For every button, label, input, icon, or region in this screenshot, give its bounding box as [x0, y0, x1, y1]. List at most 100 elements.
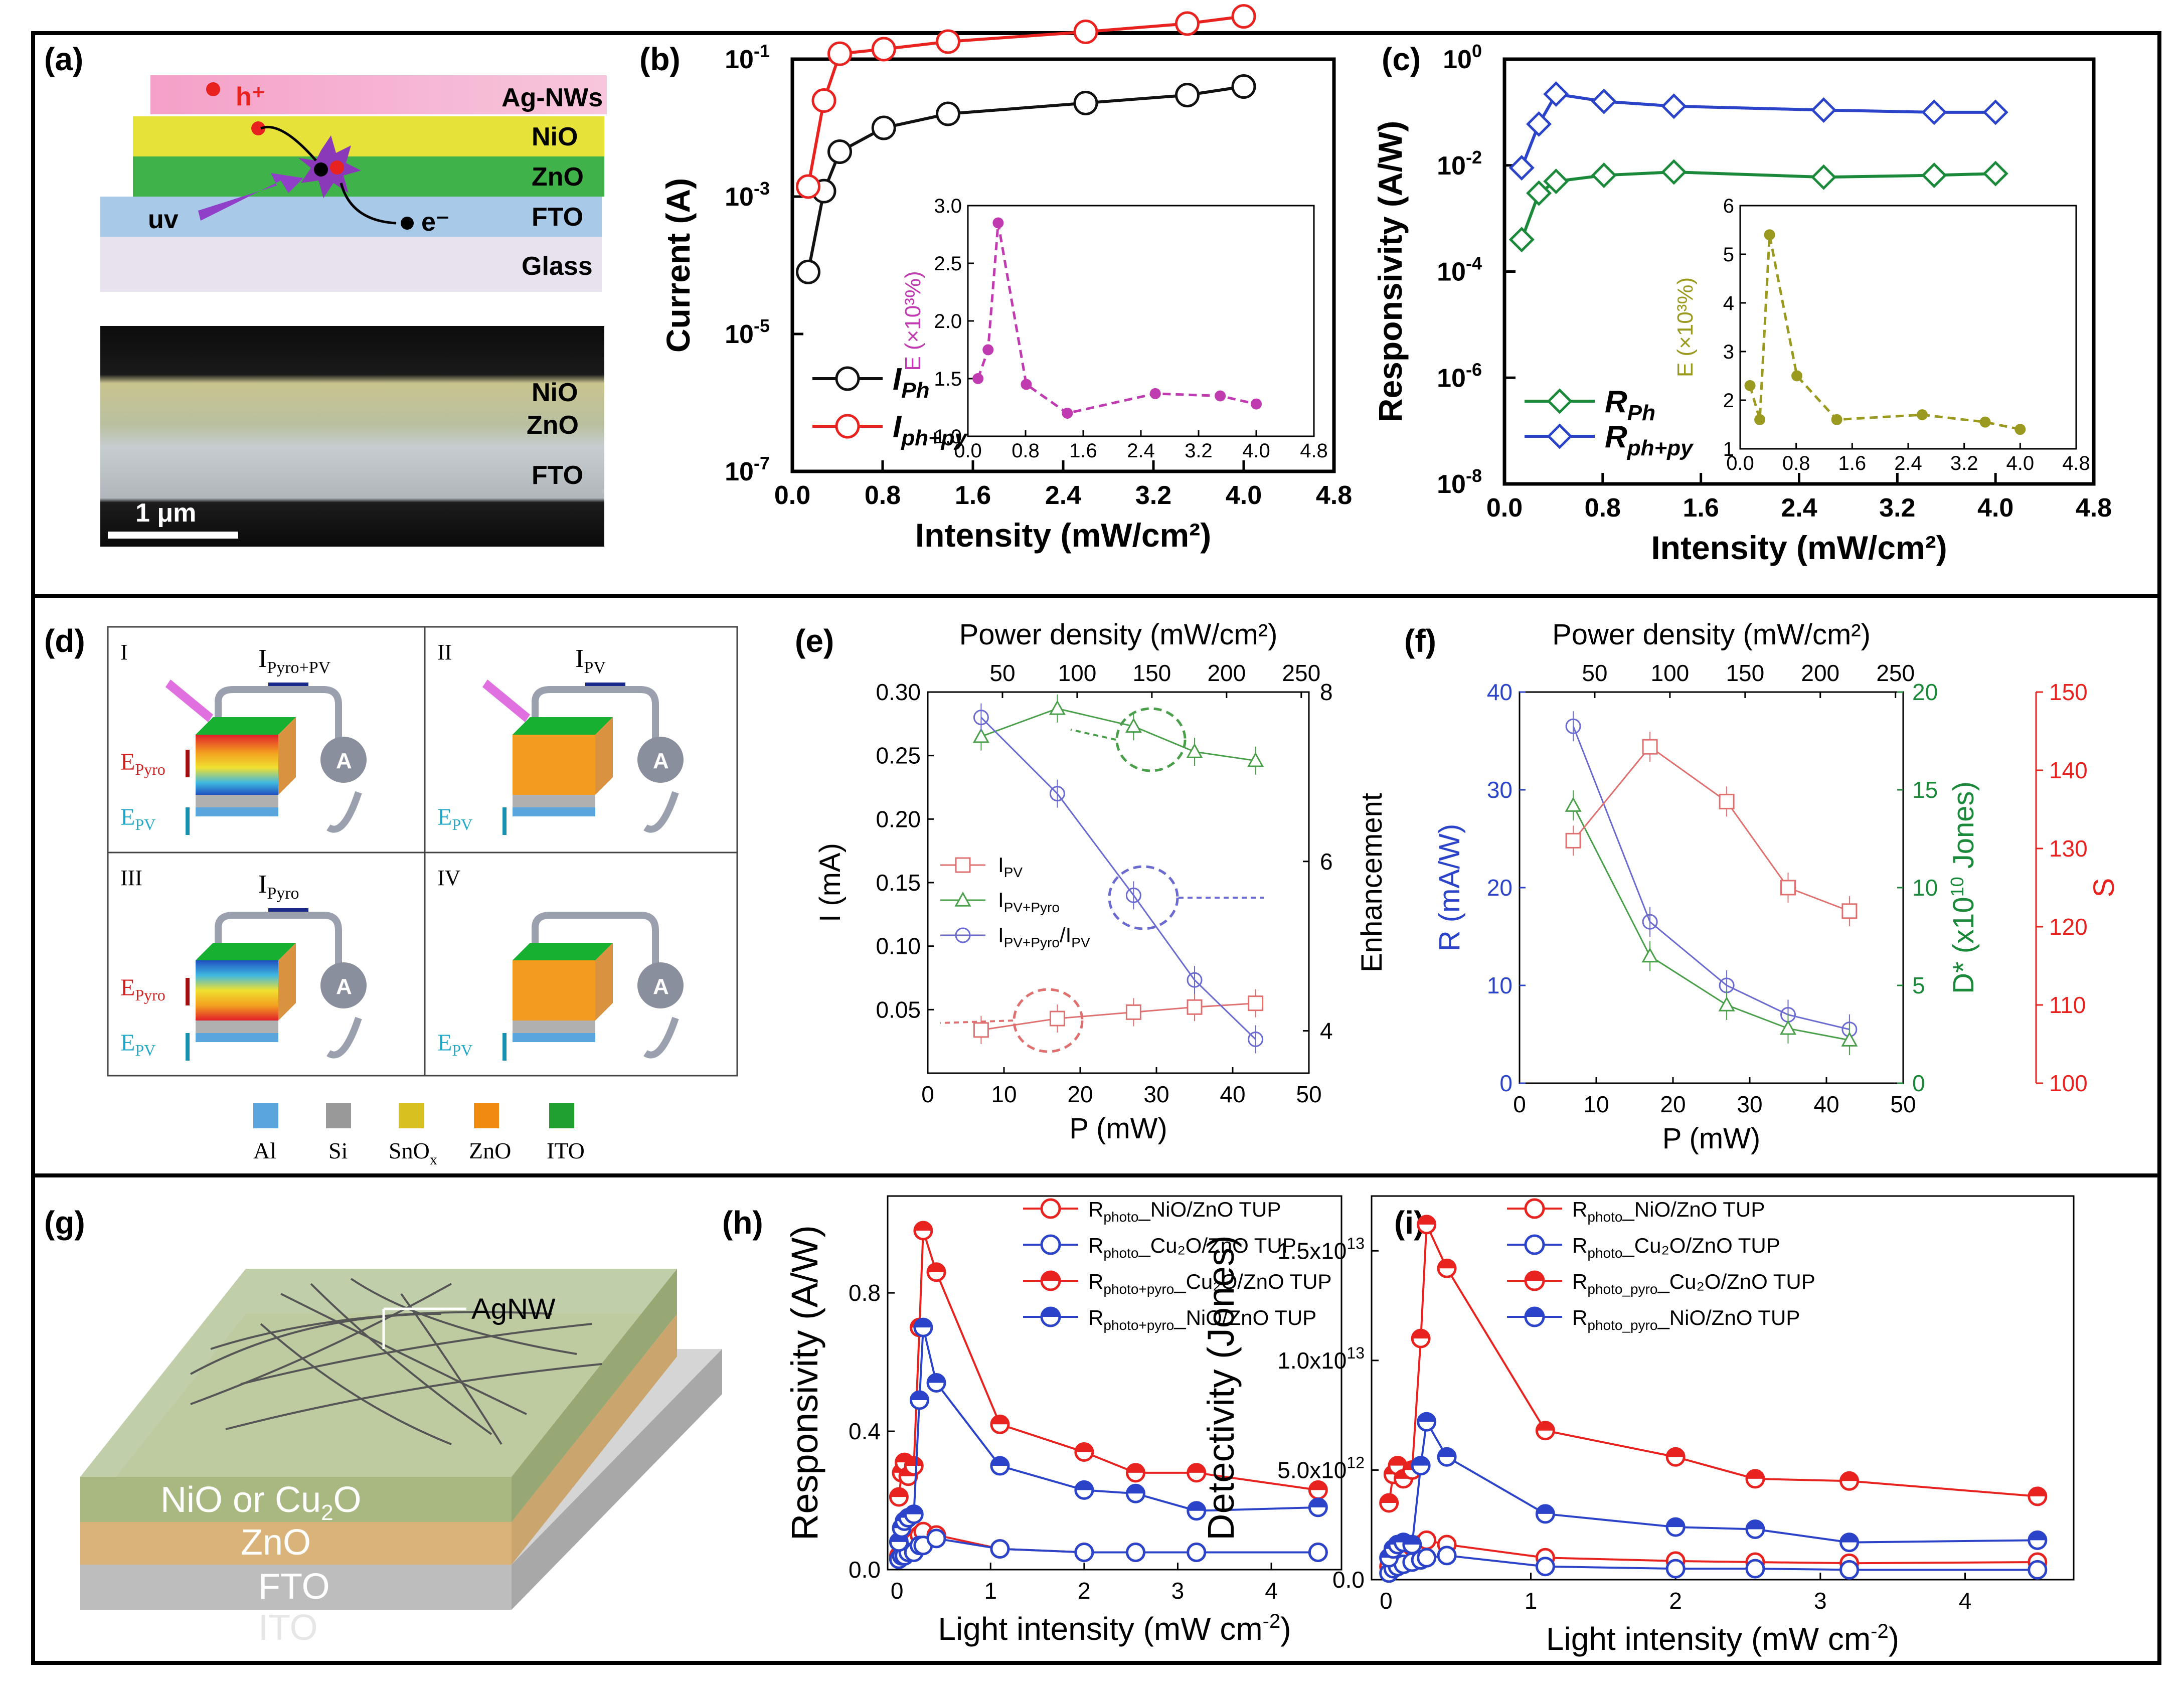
quadrant-4: IV A EPV: [437, 866, 684, 1061]
fto-label: FTO: [258, 1567, 330, 1607]
y-right-tick-label: 150: [2049, 679, 2088, 705]
data-point-fill: [1188, 1502, 1205, 1511]
e-pv-arrow: [186, 807, 190, 835]
legend-marker: [835, 366, 860, 391]
data-point: [1508, 227, 1535, 253]
series-line-1: [1572, 805, 1850, 1041]
y-right-tick-label: 8: [1320, 679, 1333, 705]
layer-glass: [100, 237, 602, 292]
y-mid-label-tail: Jones): [1947, 781, 1980, 877]
legend-sub: photo: [1587, 1245, 1622, 1261]
legend-label-main: I: [893, 362, 902, 397]
inset-y-tick-label: 3.0: [934, 195, 962, 217]
exciton-hole: [330, 160, 344, 175]
data-point: [936, 101, 960, 126]
data-point: [871, 37, 896, 62]
inset-x-tick-label: 4.0: [2006, 452, 2035, 474]
legend-label: Rphoto+pyro_NiO/ZnO TUP: [1088, 1306, 1316, 1333]
e-pv-main: E: [120, 804, 135, 830]
inset-point: [1215, 390, 1226, 402]
data-point: [796, 259, 820, 284]
hole-dot: [206, 82, 220, 96]
x-tick-label: 50: [1296, 1081, 1321, 1107]
y-tick-label: 10-7: [725, 453, 770, 486]
data-point: [1125, 718, 1142, 733]
top-tick-label: 100: [1651, 660, 1690, 686]
y-tick-label-exp: -5: [754, 315, 770, 336]
ito-label: ITO: [258, 1608, 318, 1648]
chart-e: 0 10 20 30 40 50 50 100 150 200 250 0.05 0.10 0.15 0.2…: [814, 618, 1388, 1145]
legend-sub: photo: [1103, 1245, 1138, 1261]
top-tick-label: 150: [1726, 660, 1764, 686]
legend-label-sub: ph+py: [1627, 436, 1694, 460]
legend-label: Rphoto_NiO/ZnO TUP: [1088, 1198, 1281, 1225]
e-pv-main: E: [120, 1030, 135, 1056]
series-line-3: [1388, 1419, 2038, 1559]
data-point: [990, 1456, 1010, 1476]
data-point: [972, 728, 989, 743]
y-mid-axis-label: D* (x1010 Jones): [1947, 781, 1980, 994]
fto-side: [512, 1349, 722, 1610]
inset-point: [1764, 229, 1775, 241]
nio-side: [512, 1269, 677, 1522]
highlight-circle: [1115, 707, 1187, 772]
legend-marker: [1040, 1234, 1061, 1255]
inset-point: [1744, 380, 1756, 391]
uv-label: uv: [148, 205, 179, 234]
al-layer: [196, 1033, 278, 1042]
legend-main: I: [998, 923, 1004, 947]
e-pv-main: E: [437, 804, 452, 830]
y-right-tick-label: 110: [2049, 992, 2086, 1018]
e-pv-sub: PV: [452, 1041, 472, 1059]
series-line-1: [1520, 92, 1996, 168]
legend-marker: [954, 891, 971, 907]
legend-marker: [955, 857, 971, 873]
data-point: [1125, 1004, 1141, 1020]
y-mid-tick-label: 10: [1912, 875, 1938, 901]
y-right-tick-label: 6: [1320, 849, 1333, 875]
scale-bar: [108, 532, 238, 539]
layer-label-glass: Glass: [522, 252, 593, 281]
ammeter: [320, 962, 367, 1008]
inset-x-tick-label: 4.8: [1300, 440, 1328, 462]
y-tick-label: 10-1: [725, 41, 770, 74]
x-tick-label: 20: [1067, 1081, 1093, 1107]
y-tick-label-base: 10: [1437, 258, 1466, 287]
data-point-fill: [1389, 1457, 1406, 1466]
data-point: [1745, 1469, 1765, 1489]
data-point: [1308, 1543, 1328, 1563]
layer-label-fto: FTO: [532, 203, 583, 232]
plot-frame: [887, 1195, 1342, 1571]
data-point: [936, 29, 960, 54]
legend-label: IPV+Pyro/IPV: [998, 923, 1090, 950]
ito-top: [196, 717, 296, 735]
data-point: [1187, 1463, 1207, 1483]
y-tick-label: 5.0x1012: [1277, 1453, 1365, 1483]
inset-x-tick-label: 3.2: [1950, 452, 1978, 474]
y-tick-label: 10: [1487, 972, 1513, 998]
data-point-fill: [1667, 1518, 1685, 1528]
y-mid-tick-label: 20: [1912, 679, 1938, 705]
ito-top: [513, 717, 613, 735]
top-tick-label: 50: [1582, 660, 1607, 686]
data-point: [827, 139, 852, 164]
scale-bar-label: 1 μm: [135, 498, 196, 528]
x-label-tail: ): [1280, 1611, 1291, 1647]
legend-label-snox: SnOx: [389, 1138, 437, 1168]
y-axis-label: I (mA): [814, 843, 847, 922]
light-beam: [165, 680, 213, 722]
data-point: [2028, 1530, 2048, 1550]
data-point: [1921, 162, 1947, 189]
x-tick-label: 40: [1220, 1081, 1245, 1107]
quadrant-roman: II: [437, 640, 452, 664]
y-tick-base: 0.0: [1332, 1567, 1365, 1593]
data-point: [1810, 164, 1836, 190]
y-right-axis-label: Enhancement: [1356, 793, 1388, 972]
y-tick-label-exp: -1: [754, 41, 770, 61]
top-axis-label: Power density (mW/cm²): [1552, 618, 1871, 651]
ammeter: [320, 737, 367, 783]
e-pv-label: EPV: [120, 1030, 155, 1059]
inset-frame: [1739, 205, 2077, 450]
data-point: [1073, 90, 1098, 115]
